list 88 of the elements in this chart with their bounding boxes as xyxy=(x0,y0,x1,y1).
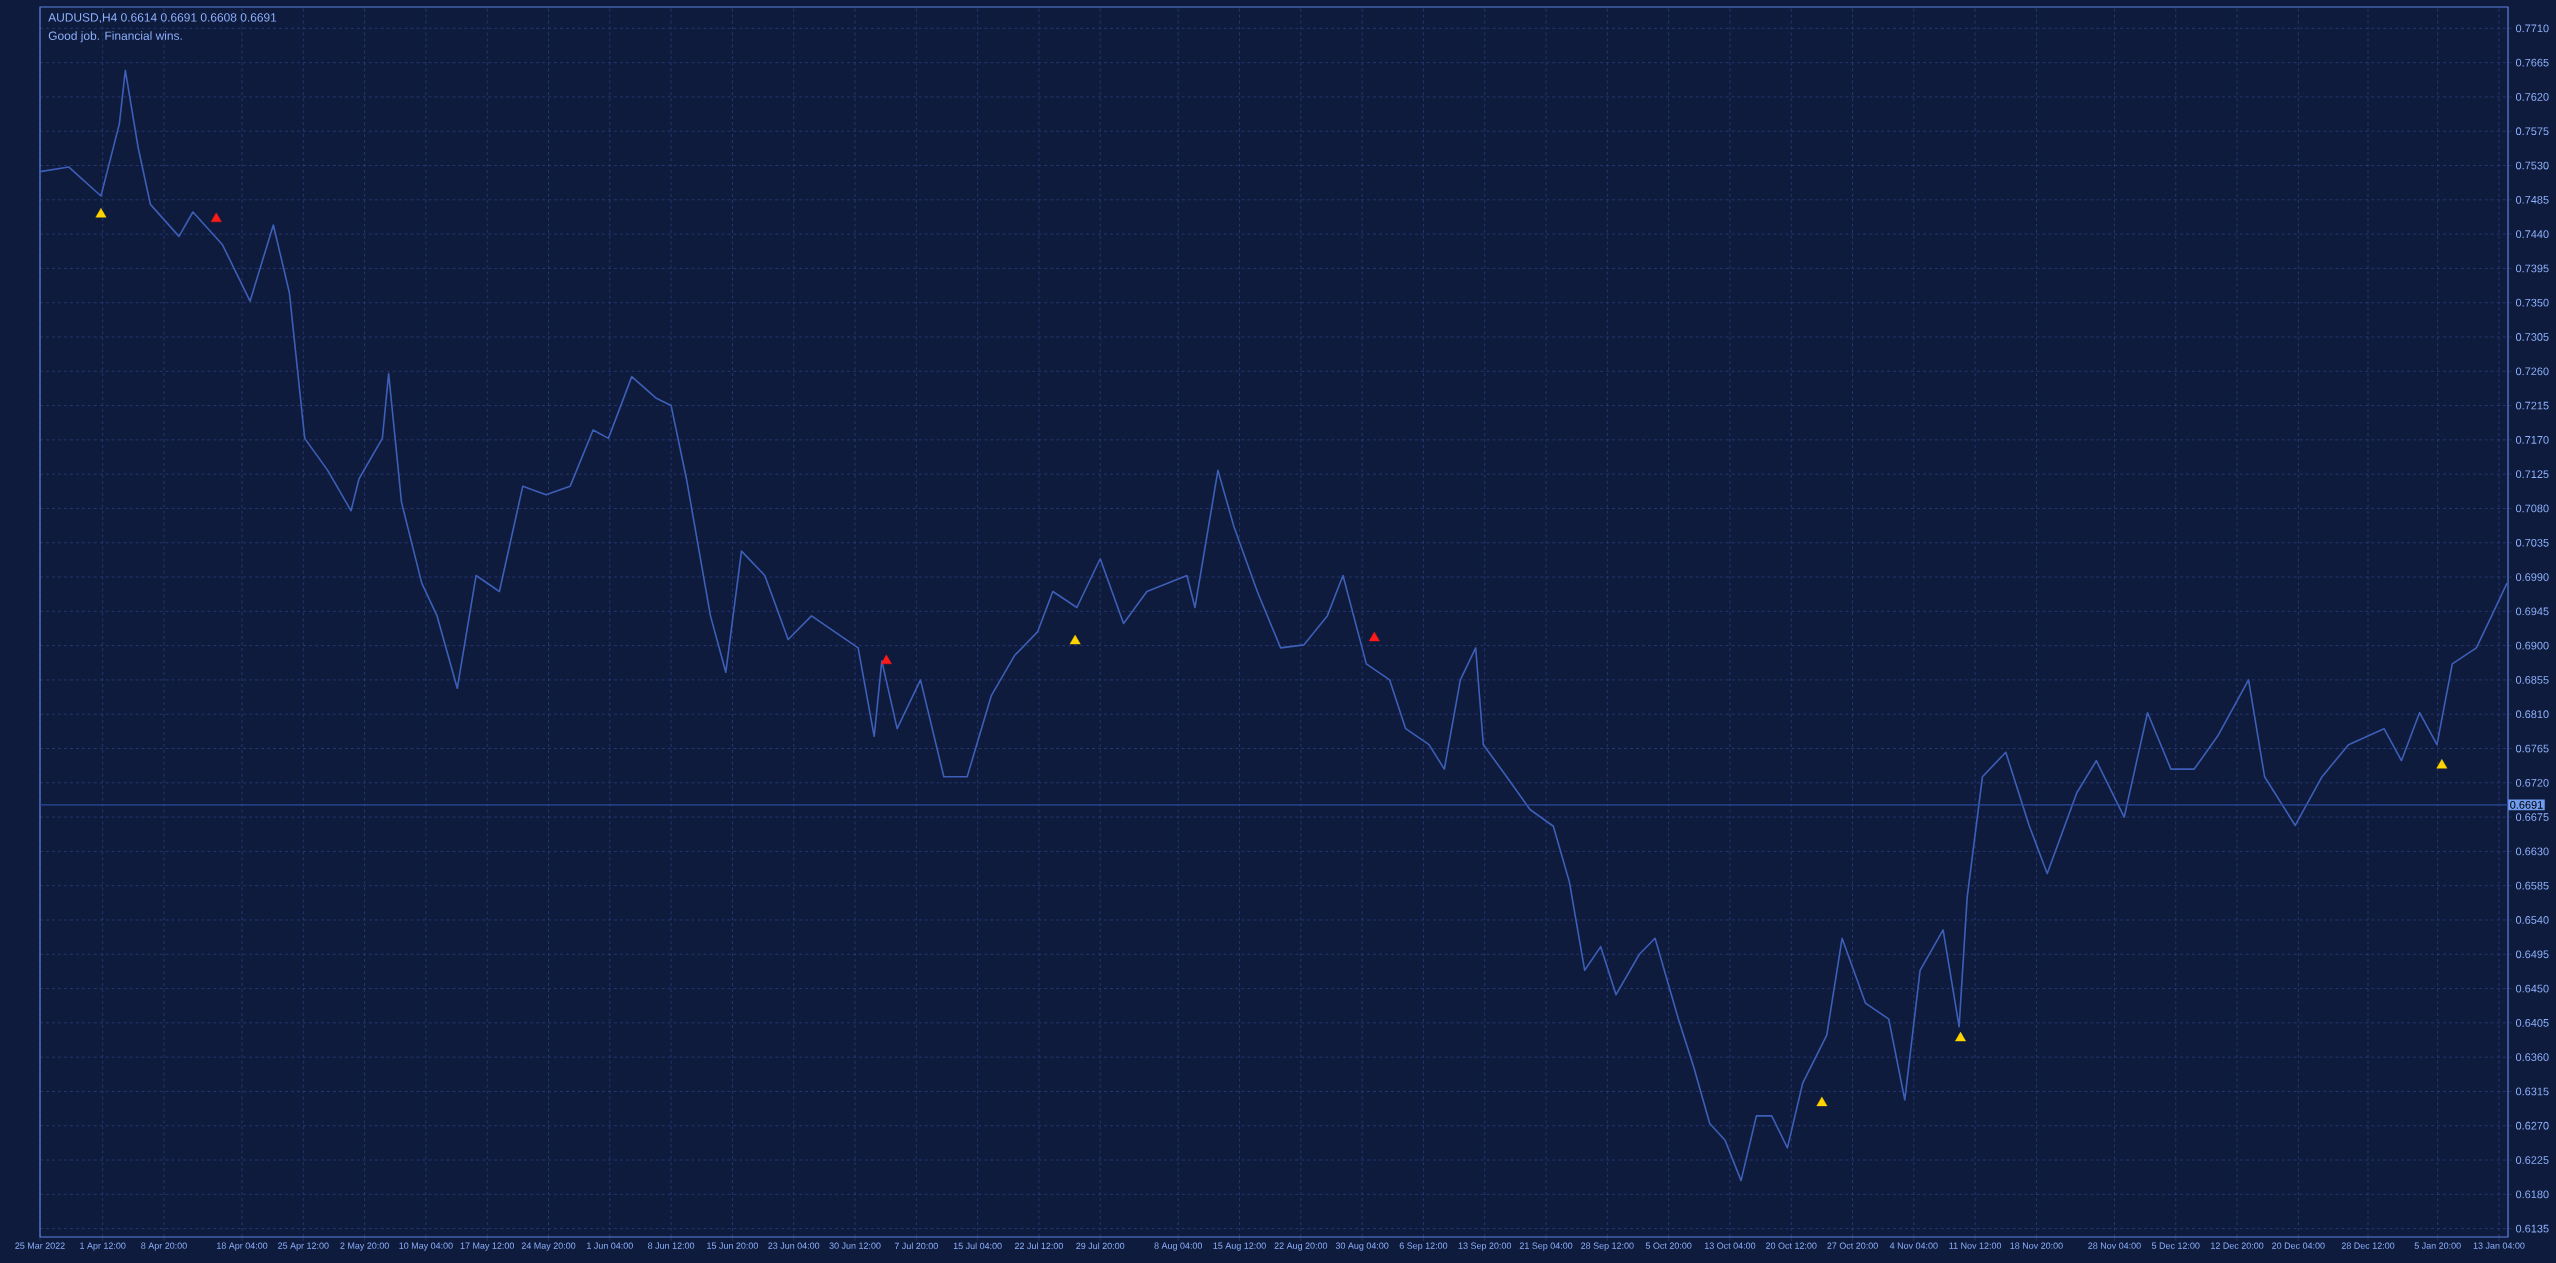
point xyxy=(1955,1031,1966,1042)
y-tick-label: 0.7260 xyxy=(2515,367,2549,376)
y-tick-label: 0.6495 xyxy=(2515,950,2549,959)
x-tick-label: 25 Apr 12:00 xyxy=(278,1242,329,1251)
x-tick-label: 18 Apr 04:00 xyxy=(217,1242,268,1251)
x-tick-label: 15 Aug 12:00 xyxy=(1213,1242,1266,1251)
y-tick-label: 0.6270 xyxy=(2515,1121,2549,1130)
y-tick-label: 0.6720 xyxy=(2515,778,2549,787)
x-tick-label: 11 Nov 12:00 xyxy=(1949,1242,2002,1249)
y-tick-label: 0.7035 xyxy=(2515,538,2549,547)
y-tick-label: 0.7485 xyxy=(2515,195,2549,204)
y-tick-label: 0.6315 xyxy=(2515,1087,2549,1096)
y-tick-label: 0.6180 xyxy=(2515,1190,2549,1199)
y-tick-label: 0.7620 xyxy=(2515,93,2549,101)
x-tick-label: 10 May 04:00 xyxy=(399,1242,453,1251)
x-tick-label: 21 Sep 04:00 xyxy=(1519,1242,1573,1251)
y-tick-label: 0.7710 xyxy=(2515,24,2549,33)
x-tick-label: 13 Sep 20:00 xyxy=(1458,1242,1512,1251)
x-tick-label: 23 Jun 04:00 xyxy=(768,1242,820,1249)
x-tick-label: 22 Aug 20:00 xyxy=(1274,1242,1328,1251)
y-tick-label: 0.6450 xyxy=(2515,984,2549,993)
y-tick-label: 0.7215 xyxy=(2515,401,2549,410)
x-tick-label: 18 Nov 20:00 xyxy=(2010,1242,2063,1249)
x-tick-label: 4 Nov 04:00 xyxy=(1889,1242,1938,1249)
y-tick-label: 0.7395 xyxy=(2515,264,2549,273)
y-tick-label: 0.6945 xyxy=(2515,607,2549,616)
point xyxy=(95,208,107,218)
point xyxy=(1816,1096,1828,1107)
y-tick-label: 0.7305 xyxy=(2515,333,2549,341)
x-tick-label: 15 Jul 04:00 xyxy=(953,1242,1002,1250)
y-tick-label: 0.7530 xyxy=(2515,161,2549,170)
x-tick-label: 30 Jun 12:00 xyxy=(829,1242,881,1249)
y-tick-label: 0.6990 xyxy=(2515,573,2549,581)
y-tick-label: 0.7350 xyxy=(2515,298,2549,307)
x-tick-label: 13 Oct 04:00 xyxy=(1704,1242,1756,1249)
x-tick-label: 25 Mar 2022 xyxy=(15,1242,65,1249)
x-tick-label: 27 Oct 20:00 xyxy=(1827,1242,1878,1249)
y-tick-label: 0.6630 xyxy=(2515,847,2549,856)
point xyxy=(1368,631,1380,642)
point xyxy=(210,212,222,223)
x-tick-label: 5 Dec 12:00 xyxy=(2151,1242,2200,1249)
x-tick-label: 28 Nov 04:00 xyxy=(2088,1242,2141,1249)
y-tick-label: 0.6900 xyxy=(2515,641,2549,650)
y-tick-label: 0.7080 xyxy=(2515,504,2549,513)
x-tick-label: 17 May 12:00 xyxy=(460,1242,515,1251)
point xyxy=(2436,759,2448,769)
x-tick-label: 7 Jul 20:00 xyxy=(894,1242,938,1250)
x-tick-label: 6 Sep 12:00 xyxy=(1399,1242,1448,1251)
y-tick-label: 0.6810 xyxy=(2515,710,2549,719)
y-tick-label: 0.7575 xyxy=(2515,127,2549,136)
x-tick-label: 2 May 20:00 xyxy=(340,1242,389,1251)
y-tick-label: 0.6225 xyxy=(2515,1156,2549,1164)
point xyxy=(880,654,892,665)
y-tick-label: 0.6360 xyxy=(2515,1053,2549,1062)
y-tick-label: 0.7170 xyxy=(2515,436,2549,444)
y-tick-label: 0.6540 xyxy=(2515,916,2549,924)
x-tick-label: 28 Sep 12:00 xyxy=(1581,1242,1634,1251)
y-tick-label: 0.6675 xyxy=(2515,813,2549,821)
y-tick-label: 0.6585 xyxy=(2515,881,2549,890)
x-tick-label: 15 Jun 20:00 xyxy=(707,1242,758,1249)
y-tick-label: 0.6765 xyxy=(2515,744,2549,753)
y-tick-label: 0.7125 xyxy=(2515,470,2549,479)
x-tick-label: 8 Jun 12:00 xyxy=(648,1242,695,1249)
y-tick-label: 0.6135 xyxy=(2515,1224,2549,1233)
x-tick-label: 8 Apr 20:00 xyxy=(141,1242,187,1251)
y-tick-label: 0.6405 xyxy=(2515,1018,2549,1027)
x-tick-label: 20 Dec 04:00 xyxy=(2272,1242,2325,1249)
y-tick-label: 0.7665 xyxy=(2515,58,2549,67)
text: Good job. Financial wins. xyxy=(48,31,182,43)
x-tick-label: 1 Jun 04:00 xyxy=(587,1242,633,1249)
x-tick-label: 12 Dec 20:00 xyxy=(2211,1242,2264,1249)
y-tick-label: 0.6855 xyxy=(2515,676,2549,684)
ref-line-label: 0.6691 xyxy=(2510,801,2543,809)
y-tick-label: 0.7440 xyxy=(2515,230,2549,238)
line-series xyxy=(39,69,2508,1182)
x-tick-label: 24 May 20:00 xyxy=(521,1242,576,1251)
x-tick-label: 13 Jan 04:00 xyxy=(2473,1242,2525,1249)
x-tick-label: 8 Aug 04:00 xyxy=(1154,1242,1203,1251)
x-tick-label: 29 Jul 20:00 xyxy=(1076,1242,1125,1250)
x-tick-label: 5 Jan 20:00 xyxy=(2414,1242,2461,1249)
x-tick-label: 22 Jul 12:00 xyxy=(1014,1242,1063,1250)
x-tick-label: 30 Aug 04:00 xyxy=(1335,1242,1389,1251)
x-tick-label: 1 Apr 12:00 xyxy=(80,1242,126,1251)
x-tick-label: 28 Dec 12:00 xyxy=(2341,1242,2395,1249)
x-tick-label: 20 Oct 12:00 xyxy=(1766,1242,1817,1249)
chart-title: AUDUSD,H4 0.6614 0.6691 0.6608 0.6691 xyxy=(48,13,277,24)
x-tick-label: 5 Oct 20:00 xyxy=(1645,1242,1692,1249)
point xyxy=(1069,634,1081,645)
